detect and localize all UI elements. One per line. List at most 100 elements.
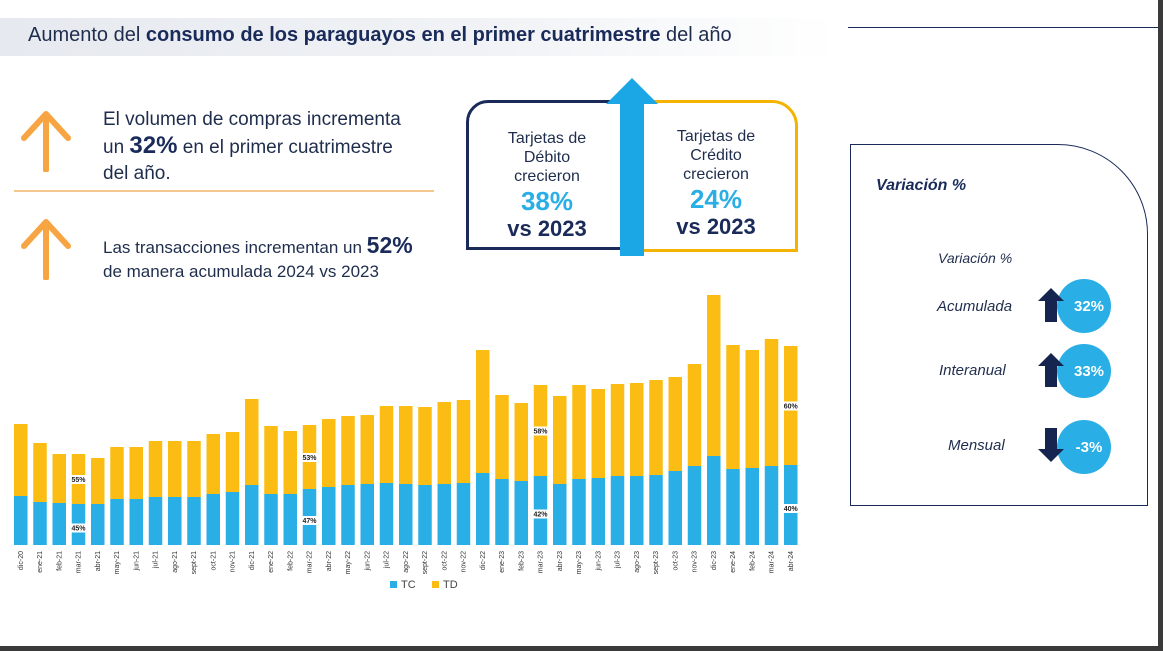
x-tick-label: may-22 (345, 551, 352, 574)
bar-tc-dic-23 (707, 456, 721, 545)
bar-td-ago-23 (630, 383, 644, 476)
bar-td-may-21 (110, 447, 124, 499)
segment-label-tc: 47% (302, 518, 317, 525)
bar-tc-ago-23 (630, 476, 644, 545)
bar-tc-dic-21 (245, 485, 259, 545)
bar-tc-nov-21 (225, 492, 240, 545)
bar-tc-jun-22 (360, 484, 374, 545)
bar-tc-dic-20 (14, 496, 28, 545)
bar-td-sept-23 (649, 380, 663, 475)
debit-card-growth: Tarjetas de Débito crecieron 38% vs 2023 (466, 100, 628, 250)
bar-td-jul-23 (610, 384, 625, 476)
bar-tc-nov-23 (687, 466, 702, 545)
x-tick-label: feb-23 (518, 551, 525, 571)
debit-growth-pct: 38% (520, 186, 574, 216)
bar-td-may-22 (341, 416, 355, 485)
x-tick-label: mar-23 (538, 551, 545, 573)
bar-tc-ene-22 (264, 494, 278, 545)
orange-up-arrow-icon (20, 108, 72, 172)
x-tick-label: dic-21 (249, 551, 256, 570)
bar-td-ene-21 (33, 443, 47, 502)
x-tick-label: abr-23 (557, 551, 564, 571)
divider (14, 190, 434, 192)
bar-td-may-23 (572, 385, 586, 479)
bar-td-oct-23 (668, 377, 682, 471)
bar-td-jun-21 (129, 447, 143, 499)
bar-tc-jul-22 (379, 483, 394, 545)
variation-value-interanual: 33% (1057, 344, 1111, 398)
x-tick-label: nov-22 (461, 551, 468, 573)
bar-tc-sept-22 (418, 485, 432, 545)
x-tick-label: jul-23 (615, 551, 622, 569)
x-tick-label: sept-21 (191, 551, 198, 574)
x-tick-label: ene-24 (730, 551, 737, 573)
bar-td-ago-21 (168, 441, 182, 497)
x-tick-label: sept-23 (653, 551, 660, 574)
x-tick-label: dic-22 (480, 551, 487, 570)
bar-td-dic-22 (476, 350, 490, 473)
label-bg (301, 516, 318, 525)
bar-tc-oct-21 (206, 494, 220, 545)
orange-up-arrow-icon (20, 216, 72, 280)
bar-tc-sept-21 (187, 497, 201, 545)
bar-td-dic-21 (245, 399, 259, 485)
segment-label-td: 55% (71, 477, 86, 484)
bar-tc-mar-24 (764, 466, 779, 545)
x-tick-label: jun-22 (364, 551, 371, 572)
x-tick-label: mar-22 (307, 551, 314, 573)
purchase-volume-statement: El volumen de compras incrementa un 32% … (103, 109, 401, 184)
bar-td-abr-21 (91, 458, 105, 504)
x-tick-label: oct-22 (441, 551, 448, 571)
bar-tc-jun-23 (591, 478, 605, 545)
bar-tc-jul-21 (148, 497, 163, 545)
legend-swatch-td (432, 581, 439, 588)
x-tick-label: jul-22 (384, 551, 391, 569)
bar-td-sept-22 (418, 407, 432, 485)
label-bg (783, 401, 799, 411)
x-tick-label: ago-21 (172, 551, 179, 573)
bar-td-mar-24 (764, 339, 779, 466)
x-tick-label: mar-24 (769, 551, 776, 573)
x-tick-label: ene-23 (499, 551, 506, 573)
segment-label-td: 60% (784, 404, 799, 411)
label-bg (532, 509, 549, 519)
x-tick-label: feb-24 (749, 551, 756, 571)
frame-border-bottom (0, 646, 1163, 651)
bar-td-nov-22 (456, 400, 471, 483)
variation-label-mensual: Mensual (948, 437, 1005, 454)
x-tick-label: may-21 (114, 551, 121, 574)
bar-td-jun-23 (591, 389, 605, 478)
variation-value-mensual: -3% (1057, 420, 1111, 474)
x-tick-label: jun-21 (133, 551, 140, 572)
variation-subheading: Variación % (938, 250, 1013, 266)
bar-tc-feb-22 (283, 494, 297, 545)
bar-td-oct-22 (437, 402, 451, 484)
frame-border-right (1158, 0, 1163, 651)
label-bg (70, 475, 87, 484)
label-bg (70, 523, 87, 533)
bar-td-feb-22 (283, 431, 297, 494)
x-tick-label: sept-22 (422, 551, 429, 574)
x-tick-label: may-23 (576, 551, 583, 574)
x-tick-label: ene-22 (268, 551, 275, 573)
bar-tc-ene-21 (33, 502, 47, 545)
bar-tc-may-23 (572, 479, 586, 545)
bar-tc-oct-22 (437, 484, 451, 545)
bar-td-abr-22 (322, 419, 336, 487)
bar-tc-jul-23 (610, 476, 625, 545)
bar-td-oct-21 (206, 434, 220, 494)
bar-tc-may-22 (341, 485, 355, 545)
bar-td-ene-24 (726, 345, 740, 469)
credit-growth-pct: 24% (689, 184, 743, 214)
x-tick-label: feb-22 (287, 551, 294, 571)
bar-tc-nov-22 (456, 483, 471, 545)
bar-td-nov-23 (687, 364, 702, 466)
segment-label-tc: 45% (71, 526, 86, 533)
bar-td-feb-24 (745, 350, 759, 468)
segment-label-td: 58% (533, 429, 548, 436)
bar-tc-dic-22 (476, 473, 490, 545)
bar-td-abr-23 (553, 396, 567, 484)
legend-swatch-tc (390, 581, 397, 588)
bar-tc-abr-23 (553, 484, 567, 545)
bar-tc-abr-21 (91, 504, 105, 545)
